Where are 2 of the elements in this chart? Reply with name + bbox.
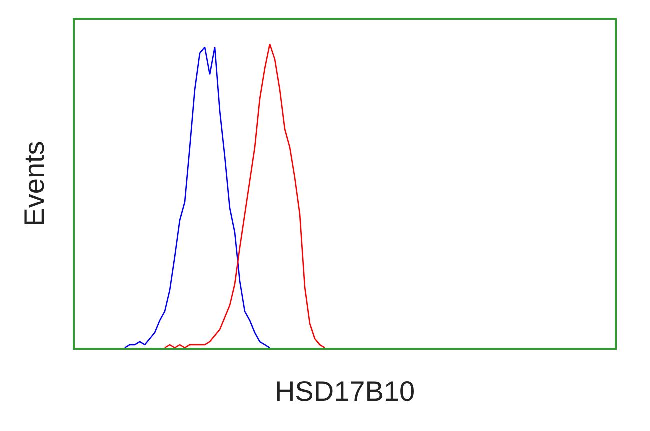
x-axis-title: HSD17B10 [274, 376, 416, 407]
y-axis-title: Events [19, 141, 50, 227]
